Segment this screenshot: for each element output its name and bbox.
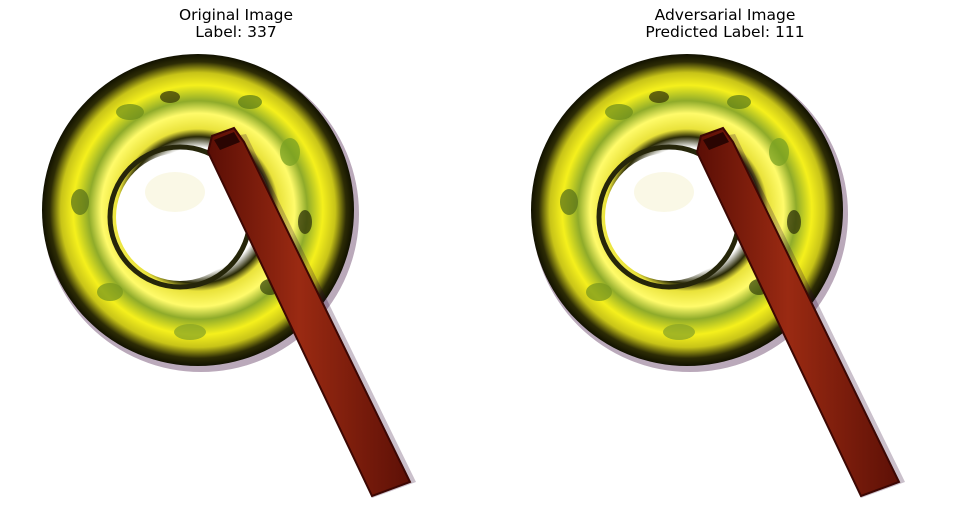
original-image-title: Original Image Label: 337 bbox=[0, 7, 472, 41]
original-title-line2: Label: 337 bbox=[195, 23, 277, 41]
original-title-line1: Original Image bbox=[178, 6, 294, 24]
original-image-panel: Original Image Label: 337 bbox=[0, 0, 472, 506]
adversarial-image-title: Adversarial Image Predicted Label: 111 bbox=[489, 7, 961, 41]
adversarial-image-panel: Adversarial Image Predicted Label: 111 bbox=[489, 0, 961, 506]
original-image bbox=[0, 42, 472, 502]
adversarial-title-line2: Predicted Label: 111 bbox=[645, 23, 805, 41]
adversarial-image bbox=[489, 42, 961, 502]
gong-mallet-picture bbox=[0, 42, 472, 502]
adversarial-title-line1: Adversarial Image bbox=[654, 6, 796, 24]
gong-mallet-picture bbox=[489, 42, 961, 502]
